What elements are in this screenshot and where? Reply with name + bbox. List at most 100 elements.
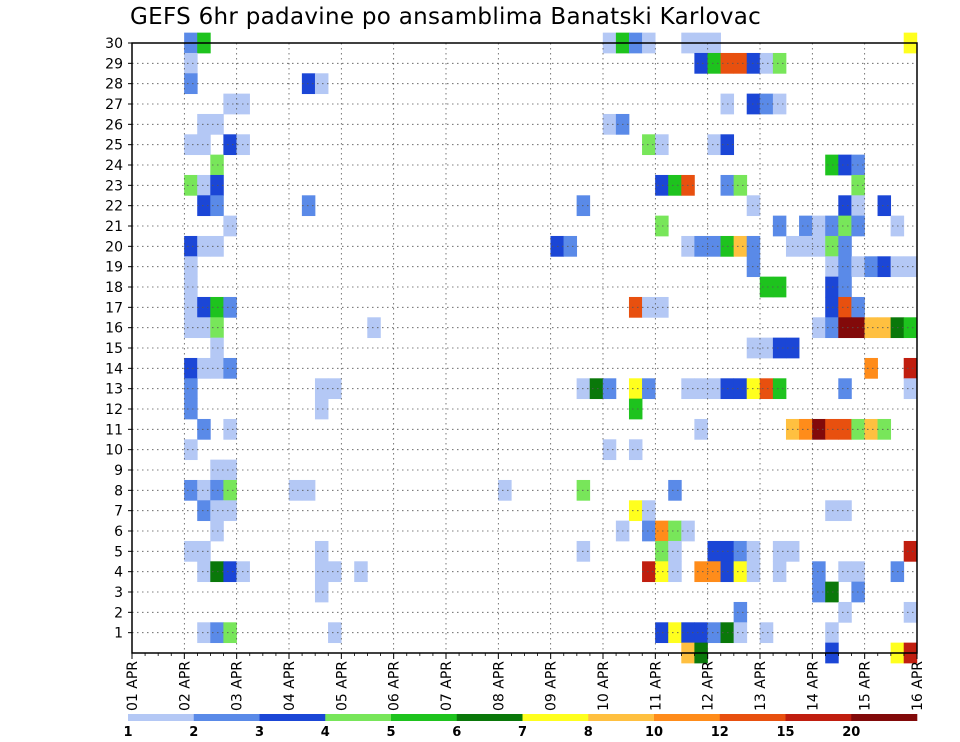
precip-cell xyxy=(812,561,826,583)
colorbar-segment xyxy=(719,714,786,721)
precip-cell xyxy=(197,317,211,339)
precip-cell xyxy=(367,317,381,339)
x-axis: 01 APR 02 APR 03 APR 04 APR 05 APR 06 APR 07 A… xyxy=(125,653,926,711)
precip-cell xyxy=(354,561,368,583)
precip-cell xyxy=(838,154,852,176)
precip-cell xyxy=(877,317,892,339)
y-tick-label: 16 xyxy=(105,321,123,337)
colorbar-segment xyxy=(391,714,458,721)
precip-cell xyxy=(197,479,211,501)
precip-cell xyxy=(563,235,578,257)
x-tick-label: 02 APR xyxy=(177,661,193,711)
precip-cell xyxy=(655,622,669,644)
precip-cell xyxy=(799,215,813,237)
precip-cell xyxy=(197,418,211,440)
precip-cell xyxy=(838,561,852,583)
precip-cell xyxy=(655,520,669,542)
x-tick-label: 05 APR xyxy=(334,661,350,711)
precip-cell xyxy=(642,134,656,156)
colorbar-tick-label: 7 xyxy=(518,725,527,740)
precip-cell xyxy=(864,418,878,440)
precip-cell xyxy=(223,134,237,156)
precip-cell xyxy=(628,296,643,318)
precip-cell xyxy=(759,93,774,115)
precip-cell xyxy=(223,561,237,583)
precip-cell xyxy=(838,215,852,237)
precip-cell xyxy=(838,317,852,339)
precip-cell xyxy=(864,317,878,339)
precip-cell xyxy=(733,561,748,583)
y-tick-label: 5 xyxy=(114,544,123,560)
y-tick-label: 24 xyxy=(105,158,123,174)
precip-cell xyxy=(903,601,918,623)
precip-cell xyxy=(197,113,211,135)
precip-cell xyxy=(838,296,852,318)
x-tick-label: 03 APR xyxy=(230,661,246,711)
precip-cell xyxy=(314,378,329,400)
colorbar-segment xyxy=(193,714,260,721)
precip-cell xyxy=(825,581,839,603)
colorbar-tick-label: 3 xyxy=(255,725,264,740)
x-tick-label: 12 APR xyxy=(701,661,717,711)
y-tick-label: 4 xyxy=(114,565,123,581)
precip-cell xyxy=(694,235,708,257)
precip-cell xyxy=(864,256,878,278)
precip-cell xyxy=(184,378,198,400)
precip-cell xyxy=(707,52,721,74)
precip-cell xyxy=(838,378,852,400)
x-tick-label: 16 APR xyxy=(910,661,926,711)
precip-cell xyxy=(707,561,721,583)
x-tick-label: 08 APR xyxy=(491,661,507,711)
precip-cell xyxy=(733,52,748,74)
precip-cell xyxy=(223,418,237,440)
colorbar-tick-label: 4 xyxy=(321,725,330,740)
precip-cell xyxy=(825,215,839,237)
precip-cell xyxy=(197,134,211,156)
precip-cell xyxy=(642,378,656,400)
y-axis: 1234567891011121314151617181920212223242… xyxy=(105,36,132,642)
x-tick-label: 07 APR xyxy=(439,661,455,711)
precip-cell xyxy=(733,622,748,644)
y-tick-label: 15 xyxy=(105,341,123,357)
colorbar: 1 2 3 4 5 6 7 8 10 12 15 20 xyxy=(123,714,918,740)
precip-cell xyxy=(772,52,787,74)
precip-cell xyxy=(825,256,839,278)
x-tick-label: 13 APR xyxy=(753,661,769,711)
y-tick-label: 29 xyxy=(105,56,123,72)
precip-cell xyxy=(707,622,721,644)
precip-cell xyxy=(197,561,211,583)
precip-cell xyxy=(184,540,198,562)
precip-cell xyxy=(668,561,682,583)
precip-cell xyxy=(759,337,774,359)
colorbar-tick-label: 6 xyxy=(452,725,461,740)
colorbar-segment xyxy=(851,714,918,721)
y-tick-label: 1 xyxy=(114,626,123,642)
precip-cell xyxy=(184,398,198,420)
precip-cell xyxy=(197,296,211,318)
y-tick-label: 18 xyxy=(105,280,123,296)
precip-cell xyxy=(733,378,748,400)
y-tick-label: 22 xyxy=(105,199,123,215)
precip-cell xyxy=(628,398,643,420)
colorbar-segment xyxy=(588,714,655,721)
precip-cell xyxy=(772,93,787,115)
precip-cell xyxy=(498,479,512,501)
precip-cell xyxy=(314,561,329,583)
precip-cell xyxy=(799,418,813,440)
x-tick-label: 04 APR xyxy=(282,661,298,711)
precip-cell xyxy=(197,235,211,257)
precip-cell xyxy=(733,235,748,257)
precip-cell xyxy=(602,378,617,400)
precip-cell xyxy=(184,357,198,379)
precip-cell xyxy=(825,276,839,298)
precip-cell xyxy=(799,235,813,257)
precip-cell xyxy=(314,540,329,562)
precip-cell xyxy=(655,215,669,237)
precip-cell xyxy=(655,561,669,583)
precip-cell xyxy=(759,276,774,298)
y-tick-label: 20 xyxy=(105,239,123,255)
precip-cell xyxy=(184,296,198,318)
precip-cell xyxy=(694,561,708,583)
colorbar-tick-label: 8 xyxy=(584,725,593,740)
